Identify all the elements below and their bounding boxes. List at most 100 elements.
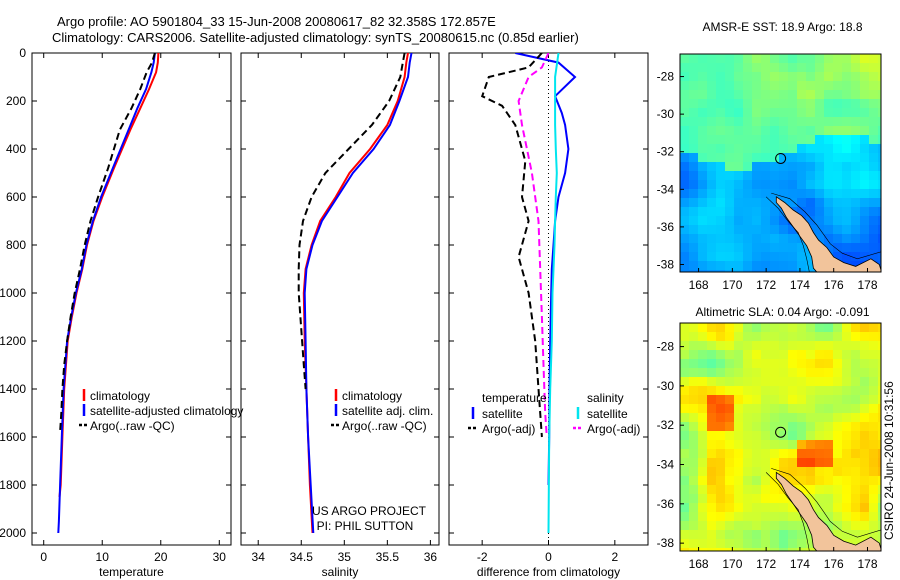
sla-map-cell (869, 323, 879, 333)
sla-map-cell (680, 476, 690, 486)
sla-map-cell (752, 377, 762, 387)
salinity-series-argo-raw-qc- (297, 53, 406, 390)
sst-map-cell (833, 252, 843, 262)
sla-map-cell (851, 332, 861, 342)
sla-map-cell (707, 368, 717, 378)
sla-map-cell (788, 512, 798, 522)
sst-map-cell (734, 81, 744, 91)
sla-map-cell (707, 494, 717, 504)
sla-map-cell (779, 368, 789, 378)
sla-map-cell (734, 539, 744, 549)
sla-map-west-contour (765, 472, 810, 551)
sst-map-cell (806, 81, 816, 91)
sst-map-cell (725, 234, 735, 244)
sst-map-cell (743, 117, 753, 127)
sst-map-cell (743, 171, 753, 181)
sla-map-cell (752, 512, 762, 522)
sla-map-cell (725, 341, 735, 351)
sla-map-cell (743, 395, 753, 405)
sla-map-ytick-label: -34 (657, 458, 675, 472)
sla-map-cell (851, 458, 861, 468)
sst-map-cell (833, 90, 843, 100)
sst-map-cell (797, 108, 807, 118)
depth-tick-label: 1200 (0, 334, 26, 348)
sla-map-cell (833, 341, 843, 351)
sst-map-cell (734, 180, 744, 190)
sst-map-cell (680, 54, 690, 64)
sla-map-cell (833, 323, 843, 333)
sla-map-cell (761, 386, 771, 396)
sst-map-cell (689, 270, 699, 272)
sla-map-cell (734, 422, 744, 432)
sst-map-cell (752, 207, 762, 217)
sst-map-cell (680, 234, 690, 244)
sst-map-cell (788, 153, 798, 163)
sla-map-cell (725, 413, 735, 423)
sla-map-cell (707, 395, 717, 405)
sla-map-cell (869, 503, 879, 513)
sst-map-cell (770, 90, 780, 100)
sla-map-cell (815, 368, 825, 378)
temperature-xtick-label: 10 (96, 550, 110, 564)
sla-map-cell (815, 341, 825, 351)
sst-map-cell (824, 135, 834, 145)
sst-map-cell (698, 180, 708, 190)
sla-map-cell (806, 539, 816, 549)
sst-map-cell (806, 162, 816, 172)
sst-map-cell (824, 126, 834, 136)
sst-map-cell (716, 90, 726, 100)
sst-map-cell (689, 243, 699, 253)
sst-map-cell (752, 198, 762, 208)
sla-map-cell (851, 404, 861, 414)
sst-map-cell (707, 198, 717, 208)
sla-map-cell (716, 458, 726, 468)
difference-legend-group-title: temperature (482, 391, 547, 405)
sst-map-cell (770, 81, 780, 91)
sst-map-cell (770, 180, 780, 190)
sla-map-cell (842, 458, 852, 468)
sst-map-ytick-label: -32 (657, 145, 675, 159)
sst-map-cell (752, 189, 762, 199)
sst-map-cell (788, 117, 798, 127)
sla-map-cell (734, 323, 744, 333)
sla-map-cell (734, 368, 744, 378)
sla-map-cell (860, 431, 870, 441)
sla-map-cell (761, 341, 771, 351)
timestamp-side-label: CSIRO 24-Jun-2008 10:31:56 (882, 381, 896, 540)
sla-map-cell (680, 413, 690, 423)
sst-map-cell (842, 117, 852, 127)
sla-map-cell (761, 467, 771, 477)
sst-map-cell (689, 252, 699, 262)
sla-map-cell (797, 476, 807, 486)
sla-map-cell (680, 341, 690, 351)
sla-map-cell (851, 377, 861, 387)
sst-map-cell (851, 261, 861, 271)
sla-map-cell (698, 503, 708, 513)
sst-map-cell (680, 252, 690, 262)
sst-map-cell (797, 207, 807, 217)
sst-map-cell (824, 144, 834, 154)
sla-map-cell (716, 323, 726, 333)
sst-map-cell (815, 189, 825, 199)
sla-map-ytick-label: -36 (657, 497, 675, 511)
sst-map-cell (698, 54, 708, 64)
sla-map-cell (734, 530, 744, 540)
sla-map-cell (734, 377, 744, 387)
sst-map-cell (725, 153, 735, 163)
sla-map-cell (707, 341, 717, 351)
temperature-series-satellite-adjusted-climatology (57, 53, 156, 534)
sst-map-cell (770, 234, 780, 244)
temperature-legend-label: satellite-adjusted climatology (90, 404, 243, 418)
sst-map-cell (860, 72, 870, 82)
sst-map-cell (824, 153, 834, 163)
sla-map-cell (716, 476, 726, 486)
sst-map-cell (725, 225, 735, 235)
sst-map-cell (788, 171, 798, 181)
sst-map-cell (689, 117, 699, 127)
sst-map-cell (878, 54, 881, 64)
sla-map-cell (770, 386, 780, 396)
sst-map-cell (689, 108, 699, 118)
sla-map-cell (698, 440, 708, 450)
sla-map-cell (698, 431, 708, 441)
sla-map-cell (725, 449, 735, 459)
